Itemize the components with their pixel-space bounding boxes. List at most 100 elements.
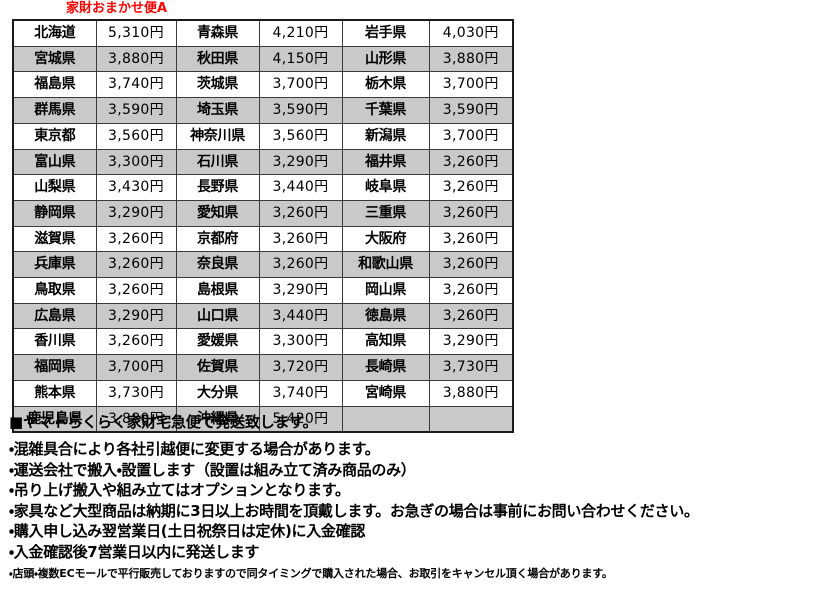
prefecture-cell: 和歌山県 <box>341 251 430 279</box>
price-cell: 3,260円 <box>258 251 343 279</box>
prefecture-cell: 鳥取県 <box>12 277 97 304</box>
prefecture-cell: 宮城県 <box>12 45 97 73</box>
price-cell: 3,700円 <box>95 354 177 381</box>
prefecture-cell: 青森県 <box>175 19 260 47</box>
table-row: 熊本県 3,730円 大分県 3,740円 宮崎県 3,880円 <box>12 379 514 407</box>
table-row: 静岡県 3,290円 愛知県 3,260円 三重県 3,260円 <box>12 199 514 227</box>
price-cell: 3,700円 <box>428 122 514 150</box>
prefecture-cell: 香川県 <box>12 328 97 356</box>
price-cell: 3,260円 <box>428 302 514 330</box>
prefecture-cell: 長野県 <box>175 174 260 201</box>
prefecture-cell: 三重県 <box>341 199 430 227</box>
shipping-notes: ■ヤマトらくらく家財宅急便で発送致します。 ・混雑具合により各社引越便に変更する… <box>9 412 821 583</box>
notes-line-list: ・混雑具合により各社引越便に変更する場合があります。・運送会社で搬入・設置します… <box>9 439 821 562</box>
prefecture-cell: 鹿児島県 <box>12 405 97 433</box>
prefecture-cell: 山形県 <box>341 45 430 73</box>
price-cell: 3,880円 <box>428 45 514 73</box>
price-cell: 3,730円 <box>428 354 514 381</box>
prefecture-cell: 新潟県 <box>341 122 430 150</box>
prefecture-cell: 愛媛県 <box>175 328 260 356</box>
prefecture-cell: 神奈川県 <box>175 122 260 150</box>
table-row: 福島県 3,740円 茨城県 3,700円 栃木県 3,700円 <box>12 71 514 99</box>
table-row: 鹿児島県 3,880円 沖縄県 5,420円 <box>12 405 514 433</box>
price-cell: 3,740円 <box>95 71 177 99</box>
price-cell: 4,150円 <box>258 45 343 73</box>
price-cell: 3,740円 <box>258 379 343 407</box>
notes-heading: ■ヤマトらくらく家財宅急便で発送致します。 <box>9 413 318 431</box>
prefecture-cell: 福岡県 <box>12 354 97 381</box>
price-cell: 3,260円 <box>428 148 514 176</box>
price-cell: 3,260円 <box>95 328 177 356</box>
notes-line: ・吊り上げ搬入や組み立てはオプションとなります。 <box>9 481 350 499</box>
table-row: 群馬県 3,590円 埼玉県 3,590円 千葉県 3,590円 <box>12 97 514 124</box>
price-cell: 3,260円 <box>428 174 514 201</box>
price-cell: 4,030円 <box>428 19 514 47</box>
price-cell: 3,700円 <box>428 71 514 99</box>
price-cell: 3,300円 <box>95 148 177 176</box>
prefecture-cell: 徳島県 <box>341 302 430 330</box>
prefecture-cell: 千葉県 <box>341 97 430 124</box>
prefecture-cell: 岐阜県 <box>341 174 430 201</box>
prefecture-cell: 兵庫県 <box>12 251 97 279</box>
prefecture-cell: 秋田県 <box>175 45 260 73</box>
price-cell: 3,590円 <box>95 97 177 124</box>
prefecture-cell: 栃木県 <box>341 71 430 99</box>
table-row: 富山県 3,300円 石川県 3,290円 福井県 3,260円 <box>12 148 514 176</box>
table-row: 兵庫県 3,260円 奈良県 3,260円 和歌山県 3,260円 <box>12 251 514 279</box>
price-cell: 3,720円 <box>258 354 343 381</box>
notes-line: ・混雑具合により各社引越便に変更する場合があります。 <box>9 440 380 458</box>
prefecture-cell: 茨城県 <box>175 71 260 99</box>
notes-line: ・家具など大型商品は納期に3日以上お時間を頂戴します。お急ぎの場合は事前にお問い… <box>9 501 699 520</box>
price-cell: 3,290円 <box>258 277 343 304</box>
price-cell <box>428 405 514 433</box>
notes-line: ・運送会社で搬入・設置します（設置は組み立て済み商品のみ） <box>9 460 416 479</box>
prefecture-cell: 沖縄県 <box>175 405 260 433</box>
prefecture-cell <box>341 405 430 433</box>
table-row: 北海道 5,310円 青森県 4,210円 岩手県 4,030円 <box>12 19 514 47</box>
price-cell: 4,210円 <box>258 19 343 47</box>
prefecture-cell: 熊本県 <box>12 379 97 407</box>
prefecture-cell: 静岡県 <box>12 199 97 227</box>
table-row: 広島県 3,290円 山口県 3,440円 徳島県 3,260円 <box>12 302 514 330</box>
table-row: 宮城県 3,880円 秋田県 4,150円 山形県 3,880円 <box>12 45 514 73</box>
prefecture-cell: 岡山県 <box>341 277 430 304</box>
prefecture-cell: 群馬県 <box>12 97 97 124</box>
price-cell: 3,290円 <box>258 148 343 176</box>
prefecture-cell: 京都府 <box>175 225 260 253</box>
prefecture-cell: 埼玉県 <box>175 97 260 124</box>
price-cell: 3,430円 <box>95 174 177 201</box>
price-cell: 3,260円 <box>95 225 177 253</box>
prefecture-cell: 富山県 <box>12 148 97 176</box>
prefecture-cell: 大分県 <box>175 379 260 407</box>
price-cell: 3,730円 <box>95 379 177 407</box>
price-cell: 3,260円 <box>258 225 343 253</box>
table-row: 香川県 3,260円 愛媛県 3,300円 高知県 3,290円 <box>12 328 514 356</box>
price-cell: 3,260円 <box>95 277 177 304</box>
table-row: 山梨県 3,430円 長野県 3,440円 岐阜県 3,260円 <box>12 174 514 201</box>
price-cell: 3,290円 <box>428 328 514 356</box>
table-row: 福岡県 3,700円 佐賀県 3,720円 長崎県 3,730円 <box>12 354 514 381</box>
page-title: 家財おまかせ便A <box>66 1 168 16</box>
table-row: 鳥取県 3,260円 島根県 3,290円 岡山県 3,260円 <box>12 277 514 304</box>
price-cell: 5,310円 <box>95 19 177 47</box>
prefecture-cell: 長崎県 <box>341 354 430 381</box>
price-cell: 3,440円 <box>258 302 343 330</box>
price-cell: 3,880円 <box>428 379 514 407</box>
price-cell: 3,590円 <box>258 97 343 124</box>
price-cell: 3,880円 <box>95 45 177 73</box>
prefecture-cell: 島根県 <box>175 277 260 304</box>
prefecture-cell: 愛知県 <box>175 199 260 227</box>
price-cell: 3,560円 <box>258 122 343 150</box>
price-cell: 3,260円 <box>428 199 514 227</box>
price-cell: 3,260円 <box>95 251 177 279</box>
prefecture-cell: 大阪府 <box>341 225 430 253</box>
price-cell: 3,260円 <box>428 251 514 279</box>
price-cell: 3,290円 <box>95 199 177 227</box>
price-cell: 3,700円 <box>258 71 343 99</box>
prefecture-cell: 石川県 <box>175 148 260 176</box>
prefecture-cell: 北海道 <box>12 19 97 47</box>
shipping-fee-table: 北海道 5,310円 青森県 4,210円 岩手県 4,030円 宮城県 3,880円 秋田県 4… <box>12 19 514 434</box>
table-row: 滋賀県 3,260円 京都府 3,260円 大阪府 3,260円 <box>12 225 514 253</box>
price-cell: 3,300円 <box>258 328 343 356</box>
prefecture-cell: 福島県 <box>12 71 97 99</box>
